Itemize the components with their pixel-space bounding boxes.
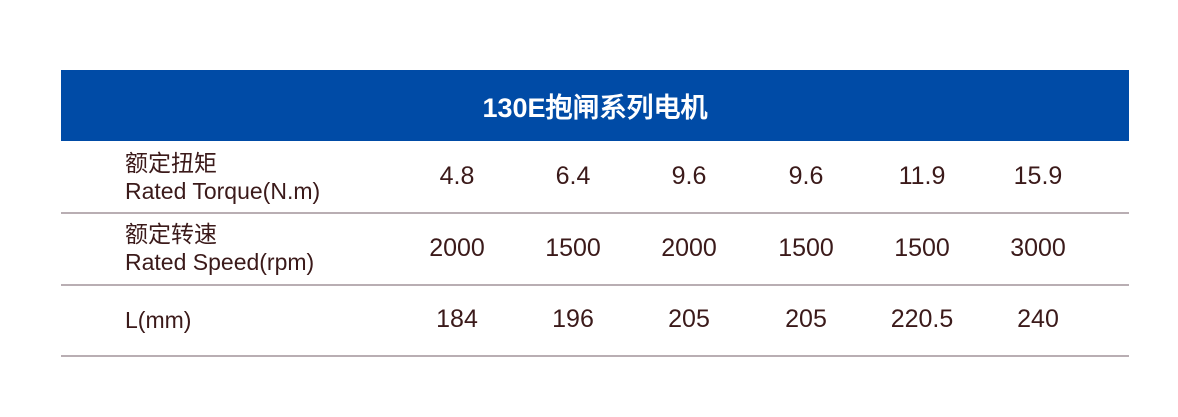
table-cell: 6.4: [555, 162, 591, 190]
row-label: 额定扭矩 Rated Torque(N.m): [125, 141, 320, 212]
table-cell: 15.9: [1013, 162, 1063, 190]
table-cell: 9.6: [788, 162, 824, 190]
table-cell: 1500: [778, 233, 834, 262]
row-label-cn: 额定扭矩: [125, 149, 217, 176]
table-cell: 2000: [429, 233, 485, 262]
table-row: 额定转速 Rated Speed(rpm) 2000 1500 2000 1500 1500…: [61, 213, 1129, 286]
table-cell: 11.9: [898, 162, 946, 190]
table-cell: 205: [785, 305, 827, 333]
table-cell: 1500: [894, 233, 950, 262]
table-cell: 205: [668, 305, 710, 333]
table-row: 额定扭矩 Rated Torque(N.m) 4.8 6.4 9.6 9.6 11.9 15.…: [61, 141, 1129, 214]
table-cell: 240: [1017, 305, 1059, 333]
table-cell: 220.5: [890, 305, 954, 333]
table-cell: 9.6: [671, 162, 707, 190]
row-label-cn: 额定转速: [125, 221, 217, 247]
table-cell: 4.8: [439, 162, 475, 190]
row-label-en: Rated Torque(N.m): [125, 177, 321, 204]
row-label-en: Rated Speed(rpm): [125, 249, 315, 275]
row-label: 额定转速 Rated Speed(rpm): [125, 213, 314, 284]
table-cell: 3000: [1010, 233, 1066, 262]
row-label: L(mm): [125, 284, 191, 355]
table-cell: 2000: [661, 233, 717, 262]
table-cell: 184: [436, 305, 478, 333]
row-label-en: L(mm): [125, 306, 192, 333]
table-cell: 196: [552, 305, 594, 333]
table-row: L(mm) 184 196 205 205 220.5 240: [61, 284, 1129, 357]
table-title: 130E抱闸系列电机: [61, 70, 1129, 141]
table-cell: 1500: [545, 233, 601, 262]
